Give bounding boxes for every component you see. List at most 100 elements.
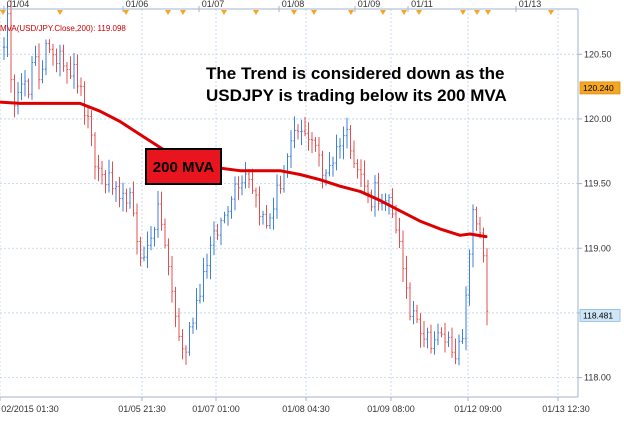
ohlc-bar — [205, 253, 209, 279]
event-marker-icon[interactable] — [123, 10, 129, 15]
event-marker-icon[interactable] — [348, 10, 354, 15]
event-marker-icon[interactable] — [460, 10, 466, 15]
ohlc-bar — [34, 45, 37, 66]
ohlc-bar — [408, 282, 412, 321]
gridlines — [0, 9, 578, 397]
ohlc-bar — [128, 187, 132, 209]
price-tag-label: 120.240 — [583, 83, 614, 93]
ohlc-bar — [335, 134, 338, 171]
event-marker-icon[interactable] — [253, 10, 259, 15]
ohlc-bar — [450, 327, 454, 358]
top-date-label: 01/13 — [519, 0, 542, 9]
event-marker-icon[interactable] — [0, 10, 6, 15]
ohlc-bar — [419, 313, 422, 348]
price-tags: 120.240 118.481 — [579, 81, 621, 322]
ohlc-bar — [422, 321, 426, 348]
y-tick-label: 119.00 — [584, 243, 611, 253]
event-marker-icon[interactable] — [380, 10, 386, 15]
ohlc-bar — [258, 186, 261, 226]
event-marker-icon[interactable] — [165, 10, 171, 15]
ohlc-bar — [170, 256, 174, 303]
ohlc-bar — [149, 226, 153, 251]
ohlc-bar — [13, 74, 16, 118]
ohlc-bar — [398, 217, 401, 248]
event-marker-icon[interactable] — [57, 10, 63, 15]
event-marker-icon[interactable] — [401, 10, 407, 15]
ohlc-bar — [401, 230, 405, 282]
ohlc-bar — [433, 331, 436, 355]
ohlc-bar — [464, 286, 468, 351]
ohlc-bar — [429, 324, 433, 354]
ohlc-bar — [265, 204, 268, 229]
ohlc-bar — [457, 334, 461, 366]
x-tick-label: 01/05 21:30 — [118, 404, 166, 414]
ohlc-bar — [454, 338, 457, 365]
event-marker-icon[interactable] — [485, 10, 491, 15]
ohlc-bar — [37, 43, 41, 90]
ohlc-bar — [321, 150, 324, 189]
event-marker-icon[interactable] — [291, 10, 297, 15]
event-marker-icon[interactable] — [416, 10, 422, 15]
ohlc-bar — [405, 255, 408, 299]
ohlc-bar — [366, 179, 370, 204]
event-marker-icon[interactable] — [548, 10, 554, 15]
ohlc-bar — [370, 189, 373, 212]
ohlc-bar — [261, 210, 265, 225]
ohlc-bar — [132, 181, 135, 217]
ohlc-bar — [86, 105, 90, 129]
x-axis: 02/2015 01:30 01/05 21:30 01/07 01:00 01/08… — [0, 396, 590, 414]
ohlc-bar — [62, 44, 65, 72]
mva-label-box — [145, 148, 222, 185]
ohlc-bar — [209, 236, 212, 280]
event-markers[interactable] — [0, 10, 554, 15]
price-tag-label: 118.481 — [583, 310, 613, 320]
ohlc-bar — [16, 81, 20, 115]
ohlc-bar — [443, 322, 447, 353]
ohlc-bar — [296, 124, 300, 140]
ohlc-bar — [230, 196, 233, 219]
ohlc-bar — [118, 176, 121, 208]
ohlc-bar — [58, 44, 62, 77]
event-marker-icon[interactable] — [221, 10, 227, 15]
ohlc-bar — [233, 176, 237, 211]
ohlc-bar — [202, 257, 205, 302]
ohlc-bar — [338, 138, 342, 159]
ohlc-bar — [121, 182, 125, 212]
top-date-label: 01/04 — [7, 0, 30, 9]
ohlc-bar — [240, 175, 244, 196]
ohlc-bar — [247, 169, 251, 189]
ohlc-bar — [90, 110, 93, 147]
ohlc-bar — [468, 249, 471, 306]
annotation-line-1: The Trend is considered down as the — [206, 64, 505, 83]
event-marker-icon[interactable] — [180, 10, 186, 15]
ohlc-bar — [349, 124, 352, 159]
x-tick-label: 01/13 12:30 — [542, 404, 590, 414]
ohlc-bar — [44, 39, 48, 76]
ohlc-bar — [314, 137, 317, 152]
x-tick-label: 01/08 04:30 — [282, 404, 330, 414]
ohlc-bar — [114, 181, 118, 202]
ohlc-bar — [377, 172, 380, 211]
top-date-label: 01/11 — [411, 0, 433, 9]
ohlc-bar — [6, 5, 9, 57]
ohlc-bar — [2, 37, 6, 61]
ohlc-bar — [212, 221, 216, 256]
ohlc-bar — [300, 119, 303, 146]
ohlc-bar — [307, 122, 310, 151]
ohlc-bar — [310, 132, 314, 154]
event-marker-icon[interactable] — [311, 10, 317, 15]
ohlc-bar — [188, 321, 191, 356]
ohlc-bar — [226, 206, 230, 226]
price-bars — [2, 0, 489, 366]
ohlc-bar — [55, 48, 58, 73]
ohlc-bar — [328, 152, 331, 177]
ohlc-bar — [289, 130, 293, 168]
ohlc-bar — [83, 81, 86, 125]
ohlc-bar — [219, 217, 223, 246]
y-tick-label: 118.00 — [584, 373, 611, 383]
event-marker-icon[interactable] — [474, 10, 480, 15]
ohlc-bar — [100, 160, 104, 185]
ohlc-bar — [415, 304, 419, 324]
